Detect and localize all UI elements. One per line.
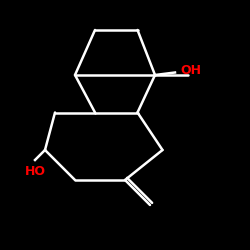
Text: OH: OH [180, 64, 201, 76]
Text: HO: HO [24, 165, 46, 178]
